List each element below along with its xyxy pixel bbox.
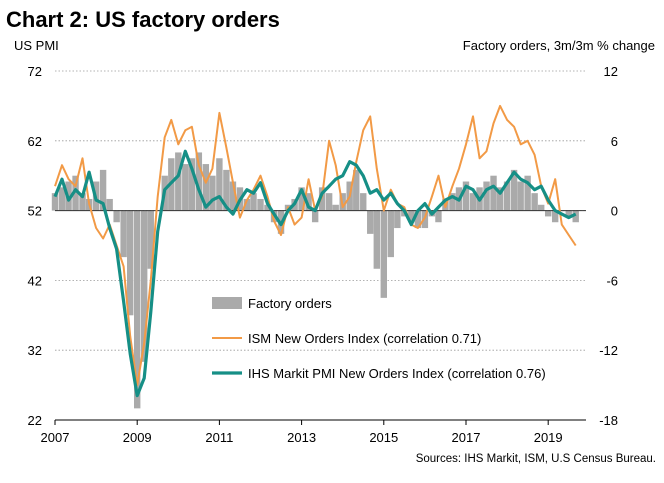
factory-orders-bar <box>572 210 579 223</box>
left-tick-label: 72 <box>28 64 42 79</box>
ihs-markit-line <box>53 149 577 398</box>
x-tick-label: 2017 <box>452 430 481 445</box>
left-tick-label: 52 <box>28 204 42 219</box>
factory-orders-bar <box>188 158 196 211</box>
factory-orders-bar <box>298 187 305 211</box>
factory-orders-bar <box>544 210 552 217</box>
legend-ihs-markit: IHS Markit PMI New Orders Index (correla… <box>248 366 546 381</box>
factory-orders-bar <box>462 181 470 211</box>
factory-orders-bar <box>79 193 86 211</box>
left-tick-labels: 72 62 52 42 32 22 <box>28 64 42 428</box>
factory-orders-bar <box>120 210 127 258</box>
factory-orders-bar <box>147 210 154 269</box>
factory-orders-bar <box>524 175 531 211</box>
x-tick-label: 2019 <box>534 430 563 445</box>
legend-factory-orders: Factory orders <box>248 296 332 311</box>
factory-orders-bar <box>229 181 237 211</box>
x-tick-labels: 2007 2009 2011 2013 2015 2017 2019 <box>41 420 563 445</box>
factory-orders-bar <box>360 193 367 211</box>
legend-bar-swatch <box>212 297 242 309</box>
right-tick-label: 12 <box>604 64 618 79</box>
left-tick-label: 32 <box>28 343 42 358</box>
factory-orders-bar <box>216 158 223 211</box>
factory-orders-bar <box>106 198 113 211</box>
source-note: Sources: IHS Markit, ISM, U.S Census Bur… <box>416 453 656 465</box>
chart-title: Chart 2: US factory orders <box>6 7 280 32</box>
right-tick-labels: 12 6 0 -6 -12 -18 <box>599 64 618 428</box>
factory-orders-bar <box>373 210 381 269</box>
factory-orders-bar <box>318 187 326 211</box>
factory-orders-bar <box>496 187 504 211</box>
factory-orders-bar <box>353 169 360 211</box>
factory-orders-bar <box>209 175 216 211</box>
factory-orders-bar <box>72 175 79 211</box>
legend: Factory orders ISM New Orders Index (cor… <box>212 296 546 381</box>
right-axis-label: Factory orders, 3m/3m % change <box>463 38 655 53</box>
left-tick-label: 42 <box>28 273 42 288</box>
factory-orders-bar <box>414 210 422 229</box>
x-tick-label: 2009 <box>123 430 152 445</box>
factory-orders-bar <box>380 210 387 298</box>
factory-orders-bar <box>223 169 230 211</box>
factory-orders-bar <box>311 210 319 223</box>
factory-orders-bar <box>51 193 59 211</box>
factory-orders-bar <box>551 210 559 223</box>
factory-orders-bar <box>127 210 134 316</box>
factory-orders-bar <box>435 210 442 223</box>
legend-ism: ISM New Orders Index (correlation 0.71) <box>248 331 481 346</box>
factory-orders-bar <box>408 210 415 223</box>
factory-orders-bar <box>202 164 210 211</box>
factory-orders-bar <box>325 193 333 211</box>
factory-orders-bar <box>517 181 524 211</box>
factory-orders-bar <box>264 204 271 211</box>
right-tick-label: -6 <box>606 273 618 288</box>
factory-orders-bar <box>469 193 477 211</box>
factory-orders-bar <box>367 210 374 234</box>
factory-orders-bar <box>140 210 148 362</box>
factory-orders-bar <box>332 204 339 211</box>
factory-orders-bar <box>531 193 538 211</box>
factory-orders-bar <box>394 210 401 229</box>
x-tick-label: 2011 <box>205 430 233 445</box>
factory-orders-bar <box>175 152 182 211</box>
factory-orders-bar <box>565 210 572 217</box>
factory-orders-bar <box>490 175 497 211</box>
factory-orders-bar <box>305 193 312 211</box>
x-tick-label: 2013 <box>287 430 316 445</box>
factory-orders-bar <box>257 198 264 211</box>
left-tick-label: 62 <box>28 134 42 149</box>
left-axis-label: US PMI <box>14 38 59 53</box>
factory-orders-bar <box>483 181 490 211</box>
x-tick-label: 2015 <box>369 430 398 445</box>
right-tick-label: -18 <box>599 413 618 428</box>
factory-orders-bar <box>538 204 545 211</box>
factory-orders-bar <box>99 169 107 211</box>
factory-orders-bar <box>250 193 257 211</box>
factory-orders-bar <box>387 210 394 258</box>
factory-orders-bar <box>243 198 251 211</box>
factory-orders-bar <box>133 210 141 409</box>
factory-orders-bar <box>58 187 66 211</box>
right-tick-label: 6 <box>611 134 618 149</box>
right-tick-label: 0 <box>611 204 618 219</box>
x-tick-label: 2007 <box>41 430 70 445</box>
right-tick-label: -12 <box>599 343 618 358</box>
factory-orders-bar <box>510 169 518 211</box>
factory-orders-bar <box>449 193 456 211</box>
factory-orders-bar <box>182 164 189 211</box>
factory-orders-bar <box>503 181 511 211</box>
factory-orders-bar <box>113 210 120 223</box>
left-tick-label: 22 <box>28 413 42 428</box>
factory-orders-bar <box>195 152 203 211</box>
